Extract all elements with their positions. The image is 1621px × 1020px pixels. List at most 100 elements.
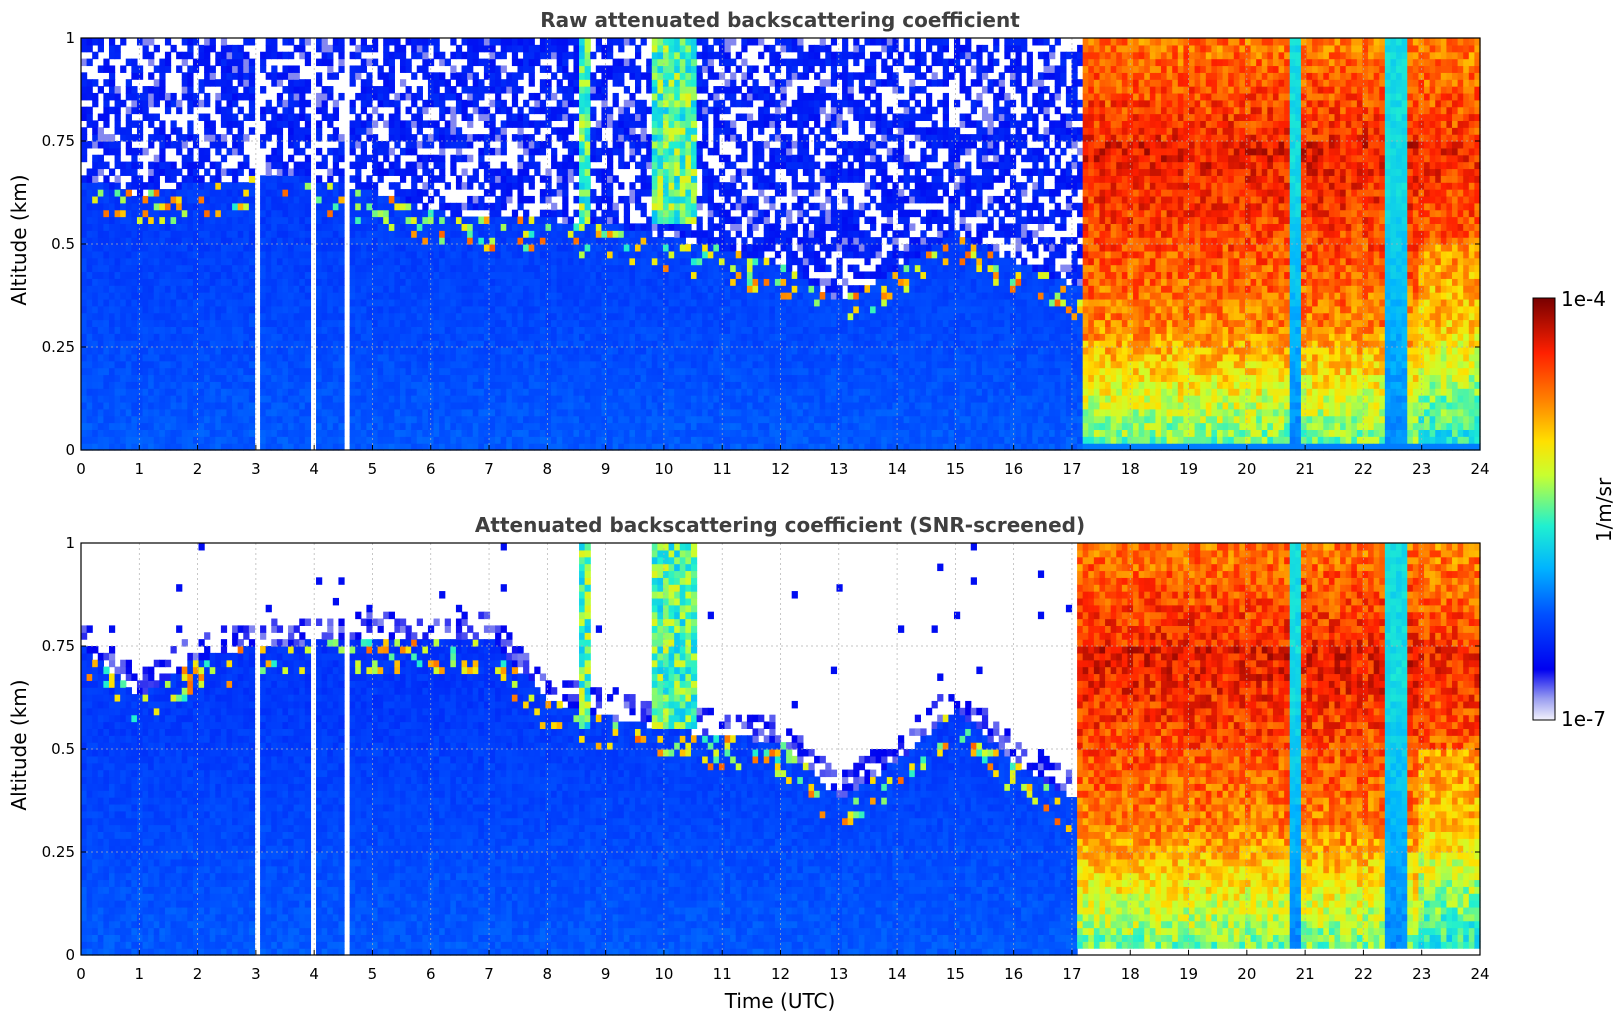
heatmap-cell [416,92,423,101]
heatmap-cell [159,401,166,410]
heatmap-cell [495,422,502,430]
heatmap-cell [629,305,636,314]
heatmap-cell [573,360,580,369]
heatmap-cell [539,429,547,437]
heatmap-cell [164,202,172,211]
heatmap-cell [411,326,418,334]
heatmap-cell [607,408,614,417]
heatmap-cell [108,209,116,218]
heatmap-cell [170,44,177,53]
heatmap-cell [584,244,591,252]
heatmap-cell [265,154,272,163]
heatmap-cell [232,374,239,382]
heatmap-cell [103,326,110,334]
heatmap-cell [187,134,194,142]
heatmap-cell [528,395,535,403]
heatmap-cell [444,436,451,444]
heatmap-cell [131,422,138,430]
heatmap-cell [170,422,177,430]
heatmap-cell [265,312,272,321]
heatmap-cell [209,244,216,252]
heatmap-cell [220,353,228,362]
heatmap-cell [433,257,440,266]
heatmap-cell [136,195,144,204]
heatmap-cell [153,86,160,94]
heatmap-cell [573,388,580,396]
heatmap-cell [338,278,345,286]
heatmap-cell [573,326,580,334]
heatmap-cell [131,347,138,355]
heatmap-cell [439,250,446,259]
heatmap-cell [405,374,412,382]
heatmap-cell [500,195,507,204]
heatmap-cell [142,340,149,348]
heatmap-cell [612,264,619,273]
heatmap-cell [142,86,149,94]
heatmap-cell [131,86,138,94]
heatmap-cell [332,360,340,369]
heatmap-cell [265,436,272,444]
heatmap-cell [159,388,166,396]
heatmap-cell [562,216,569,224]
heatmap-cell [500,141,507,149]
heatmap-cell [534,106,541,115]
heatmap-cell [551,367,558,376]
heatmap-cell [293,44,300,53]
heatmap-cell [108,333,116,341]
heatmap-cell [338,182,345,190]
heatmap-cell [142,436,149,444]
heatmap-cell [528,237,535,245]
heatmap-cell [120,408,127,417]
heatmap-cell [265,298,272,307]
heatmap-cell [271,120,278,128]
heatmap-cell [511,120,519,128]
heatmap-cell [293,127,300,135]
heatmap-cell [472,72,479,80]
heatmap-cell [584,395,591,403]
heatmap-cell [433,285,440,293]
heatmap-cell [92,182,99,190]
heatmap-cell [534,312,541,321]
heatmap-cell [383,168,390,176]
heatmap-cell [282,72,289,80]
heatmap-cell [338,250,345,259]
heatmap-cell [327,202,334,211]
heatmap-cell [338,326,345,334]
heatmap-cell [136,285,144,293]
heatmap-cell [534,92,541,101]
heatmap-cell [265,367,272,376]
heatmap-cell [237,298,244,307]
heatmap-cell [299,44,306,53]
heatmap-cell [562,388,569,396]
heatmap-cell [360,141,367,149]
heatmap-cell [439,134,446,142]
heatmap-cell [399,395,407,403]
heatmap-cell [81,244,88,252]
heatmap-cell [528,44,535,53]
heatmap-cell [114,312,121,321]
heatmap-cell [265,134,272,142]
heatmap-cell [579,312,586,321]
heatmap-cell [556,86,563,94]
heatmap-cell [366,395,373,403]
heatmap-cell [439,312,446,321]
heatmap-cell [623,223,631,231]
heatmap-cell [136,298,144,307]
heatmap-cell [500,415,507,424]
heatmap-cell [148,209,155,218]
heatmap-cell [204,147,211,156]
heatmap-cell [478,401,485,410]
heatmap-cell [215,312,222,321]
heatmap-cell [556,65,563,73]
heatmap-cell [534,429,541,437]
heatmap-cell [618,113,625,121]
heatmap-cell [159,195,166,204]
heatmap-cell [500,340,507,348]
heatmap-cell [601,175,608,183]
heatmap-cell [523,367,530,376]
heatmap-cell [394,347,401,355]
heatmap-cell [394,230,401,238]
heatmap-cell [248,443,256,451]
heatmap-cell [170,340,177,348]
heatmap-cell [455,271,463,279]
